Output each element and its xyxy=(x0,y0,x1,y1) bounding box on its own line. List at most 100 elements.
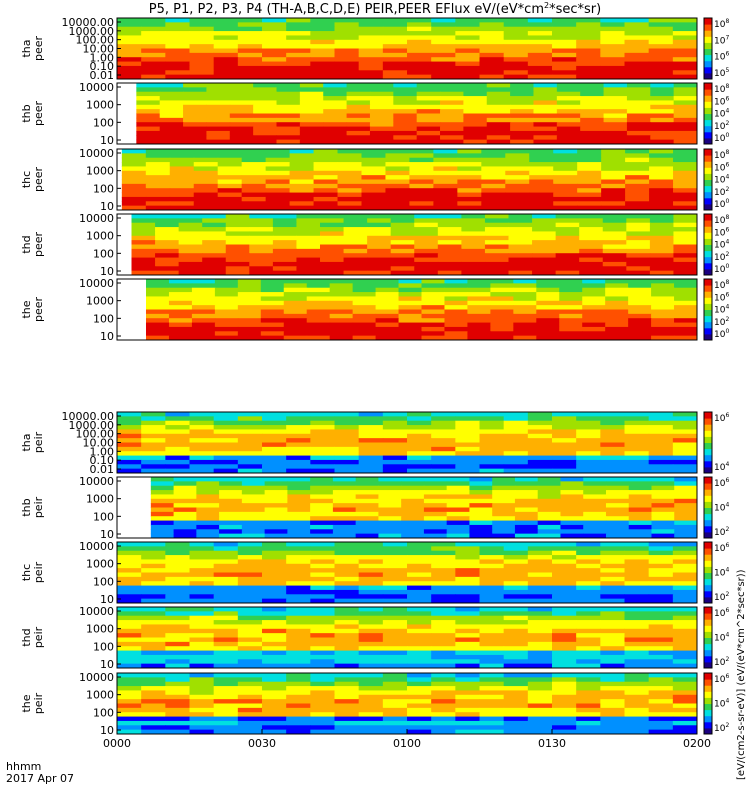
heatmap-cell xyxy=(600,650,625,656)
colorbar-tick-label: 100 xyxy=(714,198,729,210)
heatmap-cell xyxy=(431,26,456,32)
heatmap-cell xyxy=(159,100,184,106)
heatmap-cell xyxy=(673,270,698,276)
heatmap-cell xyxy=(580,109,605,114)
heatmap-cell xyxy=(358,624,384,630)
heatmap-cell xyxy=(503,659,529,665)
heatmap-cell xyxy=(358,442,384,448)
heatmap-cell xyxy=(431,31,456,36)
heatmap-cell xyxy=(310,646,335,652)
heatmap-cell xyxy=(556,117,581,123)
heatmap-cell xyxy=(600,654,625,660)
colorbar-segment xyxy=(704,315,712,323)
heatmap-cell xyxy=(605,516,630,522)
heatmap-cell xyxy=(576,712,601,718)
heatmap-cell xyxy=(600,720,625,726)
heatmap-cell xyxy=(527,420,553,426)
heatmap-cell xyxy=(141,48,166,54)
heatmap-cell xyxy=(576,659,601,665)
heatmap-cell xyxy=(264,498,288,504)
heatmap-cell xyxy=(367,231,392,237)
heatmap-cell xyxy=(648,70,674,76)
heatmap-cell xyxy=(299,126,324,132)
heatmap-cell xyxy=(421,318,445,324)
heatmap-cell xyxy=(323,135,348,141)
heatmap-cell xyxy=(552,455,577,461)
heatmap-cell xyxy=(121,205,147,211)
heatmap-cell xyxy=(306,313,331,319)
heatmap-cell xyxy=(556,104,581,110)
heatmap-cell xyxy=(310,624,335,630)
heatmap-cell xyxy=(552,690,577,696)
heatmap-cell xyxy=(503,572,529,578)
heatmap-cell xyxy=(463,109,488,114)
heatmap-cell xyxy=(343,248,368,254)
x-tick-label: 0130 xyxy=(538,737,566,750)
heatmap-cell xyxy=(141,425,166,430)
heatmap-cell xyxy=(214,305,239,310)
heatmap-cell xyxy=(461,218,486,224)
heatmap-cell xyxy=(237,322,262,328)
heatmap-cell xyxy=(168,309,193,315)
colorbar-tick-label: 102 xyxy=(714,120,729,132)
heatmap-cell xyxy=(625,175,650,180)
heatmap-cell xyxy=(155,270,180,276)
heatmap-cell xyxy=(583,498,607,504)
heatmap-cell xyxy=(358,677,384,683)
heatmap-cell xyxy=(262,663,287,669)
heatmap-cell xyxy=(117,699,142,704)
heatmap-cell xyxy=(390,261,415,267)
heatmap-cell xyxy=(552,39,577,45)
heatmap-cell xyxy=(479,412,505,417)
heatmap-cell xyxy=(283,318,308,324)
heatmap-cell xyxy=(527,641,553,647)
heatmap-cell xyxy=(672,650,698,656)
heatmap-cell xyxy=(320,270,345,276)
heatmap-cell xyxy=(407,712,432,718)
heatmap-cell xyxy=(576,628,601,634)
heatmap-cell xyxy=(358,438,384,443)
heatmap-cell xyxy=(358,615,384,621)
heatmap-cell xyxy=(649,248,674,254)
heatmap-cell xyxy=(385,201,410,207)
heatmap-cell xyxy=(624,542,650,547)
heatmap-cell xyxy=(146,279,170,284)
heatmap-cell xyxy=(390,231,415,237)
heatmap-cell xyxy=(375,300,400,306)
heatmap-cell xyxy=(455,637,480,643)
heatmap-cell xyxy=(624,550,650,556)
heatmap-cell xyxy=(296,222,321,228)
heatmap-cell xyxy=(536,292,560,297)
heatmap-cell xyxy=(237,26,263,32)
heatmap-cell xyxy=(189,57,215,63)
heatmap-cell xyxy=(367,257,392,263)
heatmap-cell xyxy=(382,620,408,625)
heatmap-cell xyxy=(431,555,456,560)
heatmap-cell xyxy=(503,420,529,426)
heatmap-cell xyxy=(626,244,651,250)
heatmap-cell xyxy=(202,253,227,259)
heatmap-cell xyxy=(469,494,493,500)
heatmap-cell xyxy=(213,26,239,32)
heatmap-cell xyxy=(329,296,354,302)
heatmap-cell xyxy=(672,611,698,617)
heatmap-cell xyxy=(145,162,171,167)
heatmap-cell xyxy=(289,188,315,194)
heatmap-cell xyxy=(165,585,190,591)
heatmap-cell xyxy=(213,61,239,67)
heatmap-cell xyxy=(527,425,553,430)
heatmap-cell xyxy=(141,650,166,656)
heatmap-cell xyxy=(117,712,142,718)
heatmap-cell xyxy=(648,18,674,23)
heatmap-cell xyxy=(605,498,630,504)
heatmap-cell xyxy=(648,451,674,457)
heatmap-cell xyxy=(455,581,480,587)
heatmap-cell xyxy=(674,498,698,504)
y-tick-label: 10000.00 xyxy=(62,410,115,423)
heatmap-cell xyxy=(648,57,674,63)
heatmap-cell xyxy=(672,646,698,652)
heatmap-cell xyxy=(189,650,215,656)
heatmap-cell xyxy=(486,87,511,93)
heatmap-cell xyxy=(626,122,651,128)
heatmap-cell xyxy=(165,729,190,735)
